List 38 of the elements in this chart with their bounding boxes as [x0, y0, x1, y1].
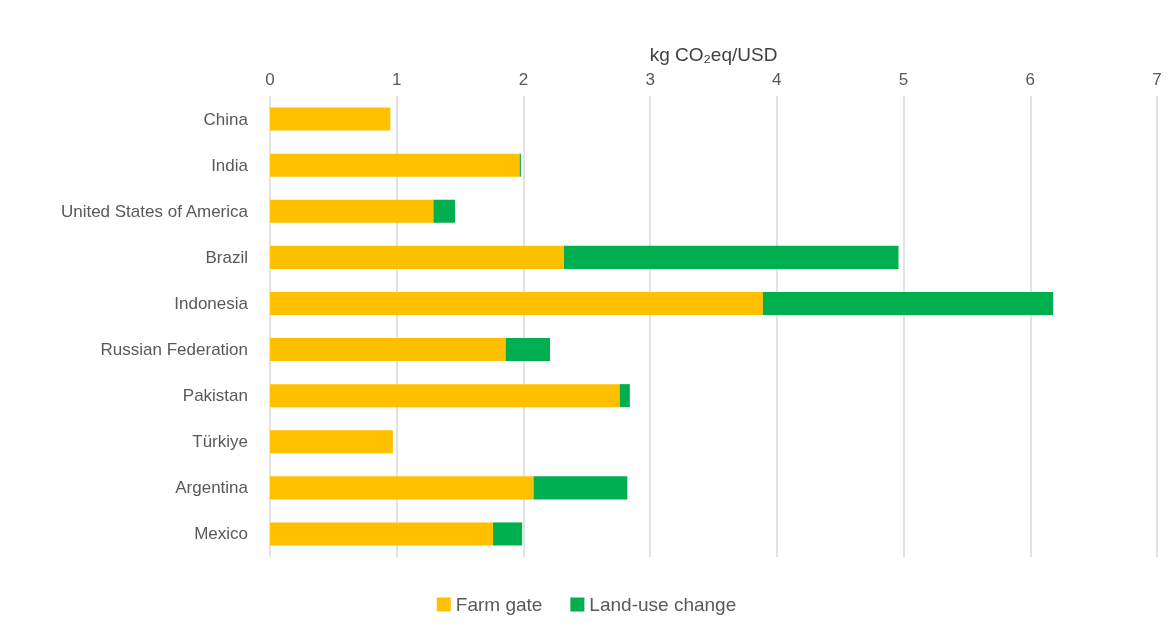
bar	[270, 291, 763, 315]
x-tick-label: 4	[772, 70, 782, 89]
bar	[270, 430, 393, 454]
bar	[619, 384, 630, 408]
y-tick-label: Argentina	[175, 478, 249, 498]
bar	[433, 199, 455, 223]
x-axis-title: kg CO₂eq/USD	[649, 44, 778, 65]
bar	[563, 245, 899, 269]
bar	[270, 153, 520, 177]
y-tick-label: Türkiye	[192, 432, 248, 452]
y-tick-label: Pakistan	[182, 386, 248, 406]
bar	[270, 522, 494, 546]
x-tick-label: 0	[265, 70, 275, 89]
x-tick-label: 6	[1025, 70, 1036, 89]
bar	[270, 199, 434, 223]
bar	[270, 476, 534, 500]
y-tick-label: United States of America	[60, 201, 249, 221]
bar	[270, 384, 620, 408]
y-tick-label: China	[203, 109, 249, 129]
bar	[270, 107, 391, 131]
y-tick-label: Russian Federation	[100, 340, 248, 360]
x-tick-label: 7	[1152, 70, 1162, 89]
x-tick-label: 5	[898, 70, 909, 89]
y-tick-label: Indonesia	[174, 293, 249, 313]
x-tick-label: 3	[645, 70, 655, 89]
bar	[762, 291, 1054, 315]
y-tick-label: India	[211, 155, 249, 175]
y-tick-label: Mexico	[194, 524, 248, 544]
bar	[533, 476, 628, 500]
bar	[270, 338, 506, 362]
bar	[493, 522, 523, 546]
y-tick-label: Brazil	[205, 247, 248, 267]
x-tick-label: 2	[518, 70, 529, 89]
legend-label: Land-use change	[589, 594, 737, 615]
bar	[270, 245, 564, 269]
bar	[505, 338, 551, 362]
x-tick-label: 1	[391, 70, 402, 89]
legend-label: Farm gate	[455, 594, 543, 615]
